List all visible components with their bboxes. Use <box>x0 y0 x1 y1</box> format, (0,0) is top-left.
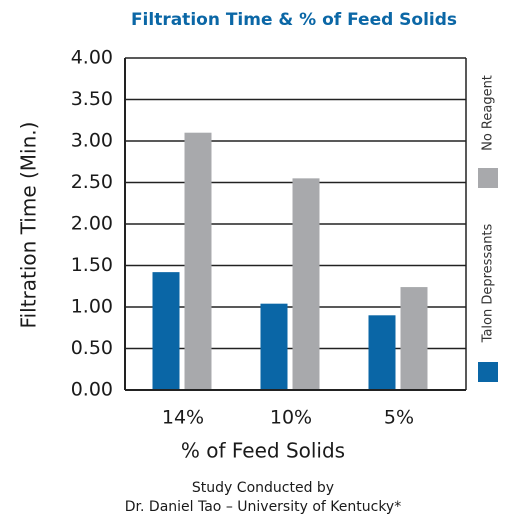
x-axis-title: % of Feed Solids <box>181 439 345 463</box>
legend-swatch <box>478 168 498 188</box>
legend-label: No Reagent <box>481 75 496 151</box>
chart-title: Filtration Time & % of Feed Solids <box>131 10 457 30</box>
bar <box>292 178 320 390</box>
x-tick-label: 10% <box>270 407 312 429</box>
bar <box>260 303 288 390</box>
y-tick-label: 3.50 <box>71 88 113 110</box>
y-tick-label: 2.00 <box>71 213 113 235</box>
bar <box>152 272 180 390</box>
footnote: Study Conducted by <box>192 480 334 496</box>
y-tick-label: 0.00 <box>71 379 113 401</box>
y-tick-label: 4.00 <box>71 47 113 69</box>
y-axis-title: Filtration Time (Min.) <box>17 122 41 329</box>
x-tick-label: 14% <box>162 407 204 429</box>
legend-swatch <box>478 362 498 382</box>
y-tick-label: 1.00 <box>71 296 113 318</box>
bar <box>368 315 396 390</box>
bar <box>400 287 428 390</box>
y-tick-label: 3.00 <box>71 130 113 152</box>
y-tick-label: 0.50 <box>71 337 113 359</box>
bar <box>184 132 212 390</box>
legend-label: Talon Depressants <box>481 223 496 343</box>
y-tick-label: 1.50 <box>71 254 113 276</box>
footnote: Dr. Daniel Tao – University of Kentucky* <box>125 499 401 515</box>
y-tick-label: 2.50 <box>71 171 113 193</box>
x-tick-label: 5% <box>384 407 414 429</box>
